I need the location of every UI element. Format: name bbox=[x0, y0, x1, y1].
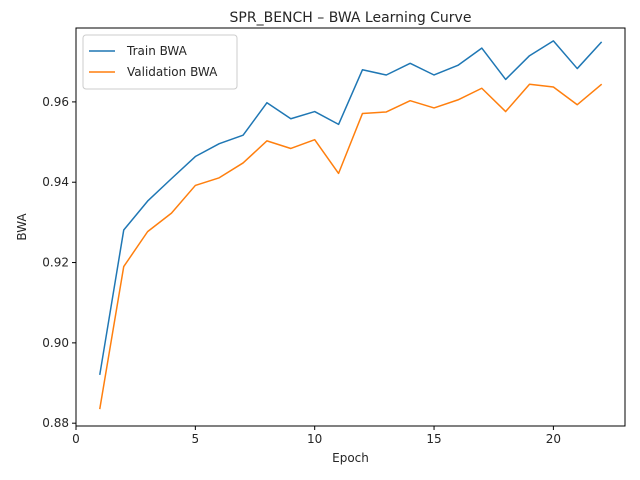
y-tick-label: 0.92 bbox=[42, 256, 69, 270]
x-tick-label: 5 bbox=[192, 432, 200, 446]
legend-label: Train BWA bbox=[126, 44, 188, 58]
y-axis: 0.88 0.90 0.92 0.94 0.96 bbox=[42, 95, 76, 430]
x-tick-label: 15 bbox=[426, 432, 441, 446]
x-tick-label: 0 bbox=[72, 432, 80, 446]
chart-title: SPR_BENCH – BWA Learning Curve bbox=[230, 10, 472, 26]
legend: Train BWA Validation BWA bbox=[82, 34, 238, 90]
x-tick-label: 10 bbox=[307, 432, 322, 446]
y-axis-label: BWA bbox=[15, 213, 29, 241]
legend-box bbox=[82, 34, 238, 90]
y-tick-label: 0.96 bbox=[42, 95, 69, 109]
x-axis: 0 5 10 15 20 bbox=[72, 426, 561, 446]
series-line-validation-bwa bbox=[99, 83, 603, 410]
series-line-train-bwa bbox=[99, 40, 603, 376]
x-tick-label: 20 bbox=[546, 432, 561, 446]
x-axis-label: Epoch bbox=[332, 451, 369, 465]
y-tick-label: 0.94 bbox=[42, 175, 69, 189]
plot-lines bbox=[99, 40, 603, 410]
legend-label: Validation BWA bbox=[127, 65, 218, 79]
y-tick-label: 0.90 bbox=[42, 336, 69, 350]
plot-frame bbox=[75, 27, 626, 427]
y-tick-label: 0.88 bbox=[42, 416, 69, 430]
